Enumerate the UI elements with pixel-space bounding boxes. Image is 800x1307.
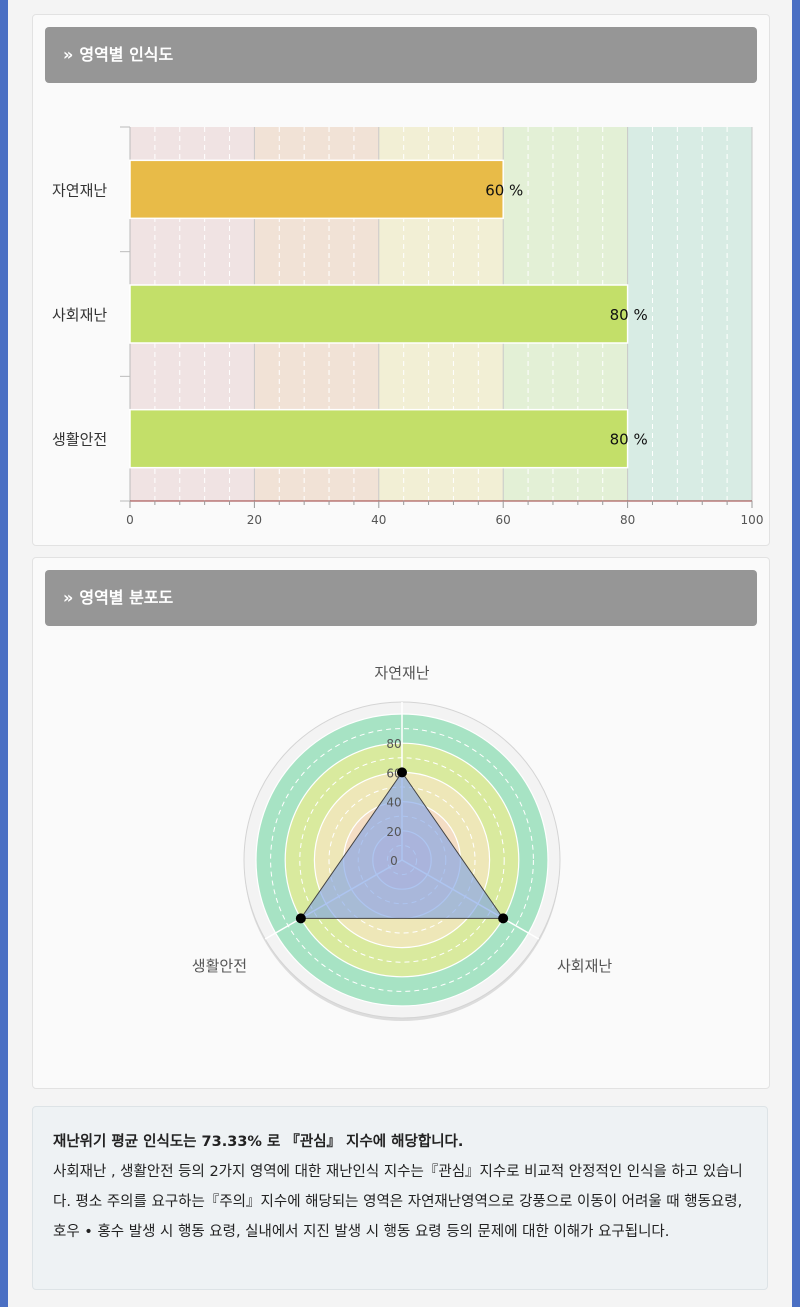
summary-headline: 재난위기 평균 인식도는 73.33% 로 『관심』 지수에 해당합니다. [53,1134,464,1150]
x-tick-label: 60 [496,513,511,527]
radar-axis-label: 생활안전 [192,957,247,975]
summary-body: 사회재난 , 생활안전 등의 2가지 영역에 대한 재난인식 지수는『관심』지수… [53,1164,743,1240]
page-frame: » 영역별 인식도 0 20 40 60 80 100 자연재난 60 % 사회재난 80 % 생활안… [8,0,792,1307]
x-tick-label: 0 [126,513,134,527]
chevron-double-right-icon: » [63,45,74,64]
chevron-double-right-icon: » [63,588,74,607]
minor-ring [270,728,534,992]
category-label: 자연재난 [52,181,107,199]
radar-chart-card: » 영역별 분포도 0 20 40 60 80 자연재난 사회재난 생활안전 [32,557,770,1089]
x-tick-label: 100 [741,513,764,527]
bar [129,159,504,220]
x-tick-label: 40 [371,513,386,527]
radar-axis-label: 자연재난 [374,664,429,682]
radial-tick-label: 80 [386,737,401,751]
x-tick-label: 20 [247,513,262,527]
category-label: 사회재난 [52,306,107,324]
bar-chart-header: » 영역별 인식도 [45,27,757,83]
category-label: 생활안전 [52,431,107,449]
x-tick-label: 80 [620,513,635,527]
radar-point [498,913,509,924]
bar [129,284,629,344]
summary-box: 재난위기 평균 인식도는 73.33% 로 『관심』 지수에 해당합니다. 사회… [32,1106,768,1290]
radar-point [397,767,407,778]
radar-chart-header: » 영역별 분포도 [45,570,757,626]
background-band [627,127,752,501]
radar-chart-title: 영역별 분포도 [79,588,174,607]
radial-tick-label: 20 [386,825,401,839]
radial-tick-label: 0 [390,854,398,868]
radar-axis-label: 사회재난 [557,957,612,975]
bar-chart-card: » 영역별 인식도 0 20 40 60 80 100 자연재난 60 % 사회재난 80 % 생활안… [32,14,770,546]
radar-point [295,913,306,924]
bar-chart-title: 영역별 인식도 [79,45,174,64]
data-label: 80 % [610,431,648,449]
radial-tick-label: 40 [386,796,401,810]
data-label: 60 % [485,181,523,199]
data-label: 80 % [610,306,648,324]
bar-chart: 0 20 40 60 80 100 자연재난 60 % 사회재난 80 % 생활안전 80 % [52,126,764,527]
radar-area [299,771,505,919]
bar [129,408,629,469]
